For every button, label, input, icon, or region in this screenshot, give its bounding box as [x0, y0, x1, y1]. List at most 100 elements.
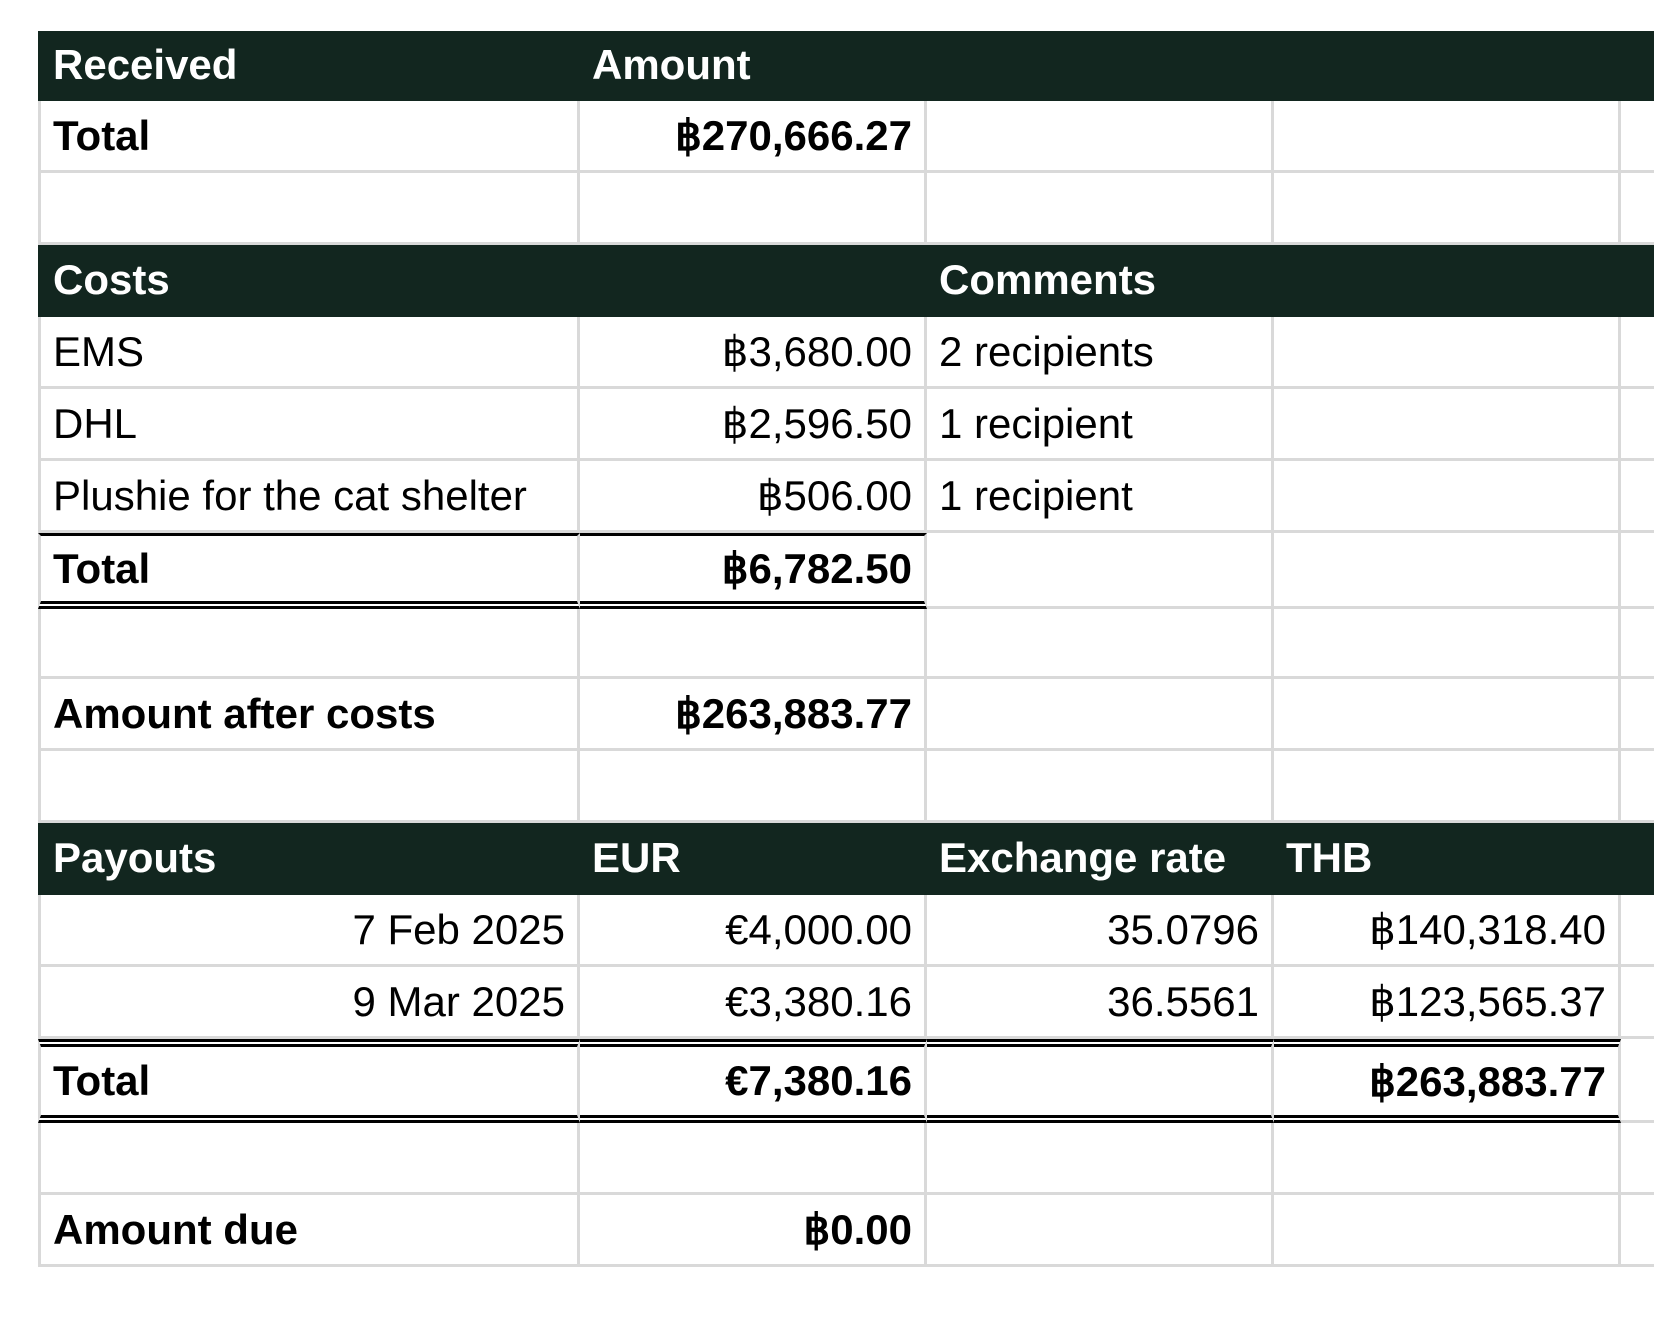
costs-header-row: Costs Comments: [38, 245, 1654, 317]
cost-row: Plushie for the cat shelter ฿506.00 1 re…: [38, 461, 1654, 533]
empty-cell[interactable]: [1621, 389, 1654, 461]
empty-cell[interactable]: [38, 609, 580, 679]
payout-eur[interactable]: €3,380.16: [580, 967, 927, 1039]
empty-cell[interactable]: [1621, 101, 1654, 173]
payouts-total-thb[interactable]: ฿263,883.77: [1274, 1039, 1621, 1123]
payouts-header-cell[interactable]: Payouts: [38, 823, 580, 895]
amount-due-row: Amount due ฿0.00: [38, 1195, 1654, 1267]
spacer-row: [38, 609, 1654, 679]
empty-cell[interactable]: [1621, 533, 1654, 609]
cost-comment[interactable]: 1 recipient: [927, 461, 1274, 533]
received-header-cell[interactable]: Received: [38, 31, 580, 101]
empty-cell[interactable]: [1621, 1195, 1654, 1267]
empty-cell[interactable]: [1621, 173, 1654, 245]
empty-cell[interactable]: [1621, 679, 1654, 751]
cost-label[interactable]: DHL: [38, 389, 580, 461]
empty-cell[interactable]: [1621, 317, 1654, 389]
after-costs-amount[interactable]: ฿263,883.77: [580, 679, 927, 751]
cost-comment[interactable]: 2 recipients: [927, 317, 1274, 389]
cost-amount[interactable]: ฿3,680.00: [580, 317, 927, 389]
empty-header-cell[interactable]: [1621, 31, 1654, 101]
exchange-rate-header-cell[interactable]: Exchange rate: [927, 823, 1274, 895]
spacer-row: [38, 1123, 1654, 1195]
empty-header-cell[interactable]: [1274, 31, 1621, 101]
empty-header-cell[interactable]: [1274, 245, 1621, 317]
empty-cell[interactable]: [927, 533, 1274, 609]
empty-cell[interactable]: [1274, 1123, 1621, 1195]
spacer-row: [38, 173, 1654, 245]
empty-cell[interactable]: [1274, 751, 1621, 823]
empty-cell[interactable]: [1274, 533, 1621, 609]
cost-row: DHL ฿2,596.50 1 recipient: [38, 389, 1654, 461]
empty-cell[interactable]: [580, 609, 927, 679]
received-header-row: Received Amount: [38, 31, 1654, 101]
amount-due-label[interactable]: Amount due: [38, 1195, 580, 1267]
empty-cell[interactable]: [927, 173, 1274, 245]
costs-total-label[interactable]: Total: [38, 533, 580, 609]
empty-cell[interactable]: [1274, 609, 1621, 679]
empty-cell[interactable]: [1274, 173, 1621, 245]
spacer-row: [38, 751, 1654, 823]
empty-cell[interactable]: [1621, 967, 1654, 1039]
payout-row: 7 Feb 2025 €4,000.00 35.0796 ฿140,318.40: [38, 895, 1654, 967]
empty-cell[interactable]: [1274, 317, 1621, 389]
thb-header-cell[interactable]: THB: [1274, 823, 1621, 895]
empty-cell[interactable]: [927, 609, 1274, 679]
empty-header-cell[interactable]: [580, 245, 927, 317]
payout-thb[interactable]: ฿123,565.37: [1274, 967, 1621, 1039]
cost-label[interactable]: Plushie for the cat shelter: [38, 461, 580, 533]
payouts-header-row: Payouts EUR Exchange rate THB: [38, 823, 1654, 895]
payouts-total-row: Total €7,380.16 ฿263,883.77: [38, 1039, 1654, 1123]
amount-header-cell[interactable]: Amount: [580, 31, 927, 101]
empty-header-cell[interactable]: [1621, 245, 1654, 317]
empty-cell[interactable]: [1621, 1039, 1654, 1123]
empty-cell[interactable]: [580, 173, 927, 245]
empty-cell[interactable]: [1274, 389, 1621, 461]
payouts-total-eur[interactable]: €7,380.16: [580, 1039, 927, 1123]
empty-cell[interactable]: [38, 1123, 580, 1195]
cost-comment[interactable]: 1 recipient: [927, 389, 1274, 461]
cost-amount[interactable]: ฿2,596.50: [580, 389, 927, 461]
empty-cell[interactable]: [927, 751, 1274, 823]
empty-cell[interactable]: [1274, 679, 1621, 751]
received-total-label[interactable]: Total: [38, 101, 580, 173]
after-costs-label[interactable]: Amount after costs: [38, 679, 580, 751]
cost-label[interactable]: EMS: [38, 317, 580, 389]
empty-cell[interactable]: [1621, 461, 1654, 533]
amount-due-value[interactable]: ฿0.00: [580, 1195, 927, 1267]
payout-eur[interactable]: €4,000.00: [580, 895, 927, 967]
empty-cell[interactable]: [927, 679, 1274, 751]
empty-cell[interactable]: [38, 173, 580, 245]
empty-cell[interactable]: [1621, 751, 1654, 823]
payout-date[interactable]: 9 Mar 2025: [38, 967, 580, 1039]
empty-cell[interactable]: [927, 101, 1274, 173]
empty-cell[interactable]: [927, 1039, 1274, 1123]
payout-thb[interactable]: ฿140,318.40: [1274, 895, 1621, 967]
payout-row: 9 Mar 2025 €3,380.16 36.5561 ฿123,565.37: [38, 967, 1654, 1039]
empty-cell[interactable]: [1621, 895, 1654, 967]
payout-date[interactable]: 7 Feb 2025: [38, 895, 580, 967]
spreadsheet-grid: Received Amount Total ฿270,666.27 Costs …: [38, 31, 1654, 1267]
cost-amount[interactable]: ฿506.00: [580, 461, 927, 533]
empty-cell[interactable]: [1621, 609, 1654, 679]
empty-header-cell[interactable]: [927, 31, 1274, 101]
empty-cell[interactable]: [1621, 1123, 1654, 1195]
empty-cell[interactable]: [580, 1123, 927, 1195]
payouts-total-label[interactable]: Total: [38, 1039, 580, 1123]
costs-header-cell[interactable]: Costs: [38, 245, 580, 317]
empty-cell[interactable]: [927, 1195, 1274, 1267]
empty-cell[interactable]: [1274, 1195, 1621, 1267]
empty-cell[interactable]: [580, 751, 927, 823]
payout-rate[interactable]: 36.5561: [927, 967, 1274, 1039]
comments-header-cell[interactable]: Comments: [927, 245, 1274, 317]
costs-total-amount[interactable]: ฿6,782.50: [580, 533, 927, 609]
empty-cell[interactable]: [927, 1123, 1274, 1195]
cost-row: EMS ฿3,680.00 2 recipients: [38, 317, 1654, 389]
received-total-amount[interactable]: ฿270,666.27: [580, 101, 927, 173]
empty-cell[interactable]: [38, 751, 580, 823]
empty-cell[interactable]: [1274, 461, 1621, 533]
eur-header-cell[interactable]: EUR: [580, 823, 927, 895]
payout-rate[interactable]: 35.0796: [927, 895, 1274, 967]
empty-cell[interactable]: [1274, 101, 1621, 173]
empty-header-cell[interactable]: [1621, 823, 1654, 895]
